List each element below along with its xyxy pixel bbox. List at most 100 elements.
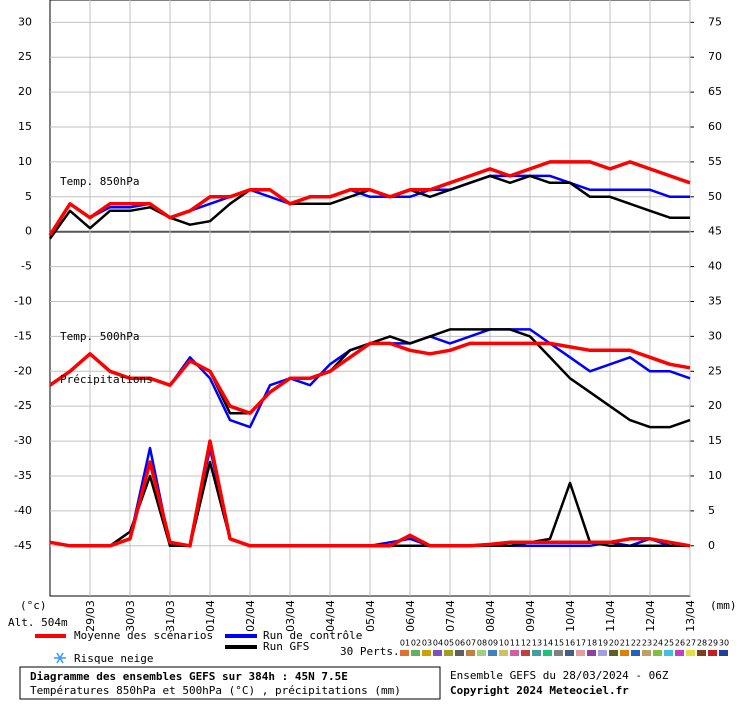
perturbation-swatch <box>411 650 420 656</box>
perturbation-swatch <box>587 650 596 656</box>
perturbation-number: 30 <box>719 639 729 648</box>
x-tick-label: 01/04 <box>204 600 217 632</box>
perturbation-swatch <box>565 650 574 656</box>
perturbation-number: 27 <box>686 639 696 648</box>
perturbation-number: 16 <box>565 639 575 648</box>
y2-tick-label: 75 <box>708 15 722 28</box>
y-tick-label: -20 <box>14 364 32 377</box>
perturbation-swatch <box>400 650 409 656</box>
x-tick-label: 13/04 <box>684 600 697 632</box>
perturbation-number: 18 <box>587 639 597 648</box>
perturbations-label: 30 Perts. <box>340 645 400 658</box>
perturbation-swatch <box>488 650 497 656</box>
perturbations: 01 02 03 04 05 06 07 08 09 10 11 12 13 14 15 16 17 18 19 20… <box>400 639 729 656</box>
perturbation-number: 01 <box>400 639 410 648</box>
x-tick-label: 29/03 <box>84 600 97 632</box>
perturbation-number: 15 <box>554 639 564 648</box>
perturbation-number: 14 <box>543 639 553 648</box>
series-line <box>49 439 691 548</box>
perturbation-swatch <box>466 650 475 656</box>
layer-label: Temp. 850hPa <box>60 175 139 188</box>
x-tick-label: 10/04 <box>564 600 577 632</box>
chart-subtitle: Températures 850hPa et 500hPa (°C) , pré… <box>30 684 401 697</box>
y2-tick-label: 60 <box>708 120 722 133</box>
perturbation-swatch <box>598 650 607 656</box>
y2-tick-label: 65 <box>708 85 722 98</box>
perturbation-number: 13 <box>532 639 542 648</box>
snow-icon <box>54 652 66 664</box>
y2-tick-label: 30 <box>708 329 722 342</box>
perturbation-swatch <box>510 650 519 656</box>
perturbation-number: 19 <box>598 639 608 648</box>
perturbation-swatch <box>653 650 662 656</box>
perturbation-swatch <box>620 650 629 656</box>
perturbation-swatch <box>675 650 684 656</box>
altitude: Alt. 504m <box>8 616 68 629</box>
perturbation-number: 04 <box>433 639 443 648</box>
perturbation-swatch <box>719 650 728 656</box>
y2-axis-label: (mm) <box>710 599 737 612</box>
perturbation-swatch <box>554 650 563 656</box>
series-line <box>49 341 691 415</box>
perturbation-swatch <box>499 650 508 656</box>
y2-tick-label: 35 <box>708 294 722 307</box>
perturbation-number: 25 <box>664 639 674 648</box>
run-info: Ensemble GEFS du 28/03/2024 - 06Z <box>450 669 669 682</box>
y2-tick-label: 0 <box>708 539 715 552</box>
x-tick-label: 05/04 <box>364 600 377 632</box>
x-tick-label: 31/03 <box>164 600 177 632</box>
perturbation-number: 06 <box>455 639 465 648</box>
perturbation-number: 07 <box>466 639 476 648</box>
y-tick-label: 20 <box>18 85 32 98</box>
perturbation-number: 05 <box>444 639 454 648</box>
perturbation-swatch <box>477 650 486 656</box>
labels: 302520151050-5-10-15-20-25-30-35-40-4575… <box>14 15 722 632</box>
x-tick-label: 30/03 <box>124 600 137 632</box>
perturbation-number: 17 <box>576 639 586 648</box>
perturbation-number: 10 <box>499 639 509 648</box>
x-tick-label: 09/04 <box>524 600 537 632</box>
legend-label: Moyenne des scénarios <box>74 629 213 642</box>
chart-title: Diagramme des ensembles GEFS sur 384h : … <box>30 670 348 683</box>
title-box <box>19 666 441 700</box>
y2-tick-label: 5 <box>708 504 715 517</box>
y-tick-label: 15 <box>18 120 32 133</box>
x-tick-label: 08/04 <box>484 600 497 632</box>
x-tick-label: 07/04 <box>444 600 457 632</box>
y2-tick-label: 50 <box>708 190 722 203</box>
perturbation-swatch <box>631 650 640 656</box>
x-tick-label: 11/04 <box>604 600 617 632</box>
legend-label: Run GFS <box>263 640 309 653</box>
perturbation-number: 12 <box>521 639 531 648</box>
y2-tick-label: 45 <box>708 225 722 238</box>
y-axis-label: (°c) <box>20 599 47 612</box>
y-tick-label: -5 <box>21 260 32 273</box>
y2-tick-label: 70 <box>708 50 722 63</box>
y-tick-label: 5 <box>25 190 32 203</box>
y-tick-label: -10 <box>14 294 32 307</box>
x-tick-label: 04/04 <box>324 600 337 632</box>
perturbation-number: 23 <box>642 639 652 648</box>
perturbation-swatch <box>664 650 673 656</box>
perturbation-swatch <box>609 650 618 656</box>
y2-tick-label: 55 <box>708 155 722 168</box>
perturbation-number: 26 <box>675 639 685 648</box>
y-tick-label: 10 <box>18 155 32 168</box>
perturbation-swatch <box>521 650 530 656</box>
grid <box>50 0 694 596</box>
perturbation-number: 24 <box>653 639 663 648</box>
perturbation-number: 20 <box>609 639 619 648</box>
perturbation-number: 28 <box>697 639 707 648</box>
perturbation-swatch <box>686 650 695 656</box>
perturbation-number: 09 <box>488 639 498 648</box>
y2-tick-label: 40 <box>708 260 722 273</box>
perturbation-swatch <box>532 650 541 656</box>
perturbation-number: 21 <box>620 639 630 648</box>
perturbation-swatch <box>708 650 717 656</box>
perturbation-swatch <box>697 650 706 656</box>
perturbation-swatch <box>642 650 651 656</box>
perturbation-number: 29 <box>708 639 718 648</box>
x-tick-label: 12/04 <box>644 600 657 632</box>
perturbation-swatch <box>543 650 552 656</box>
